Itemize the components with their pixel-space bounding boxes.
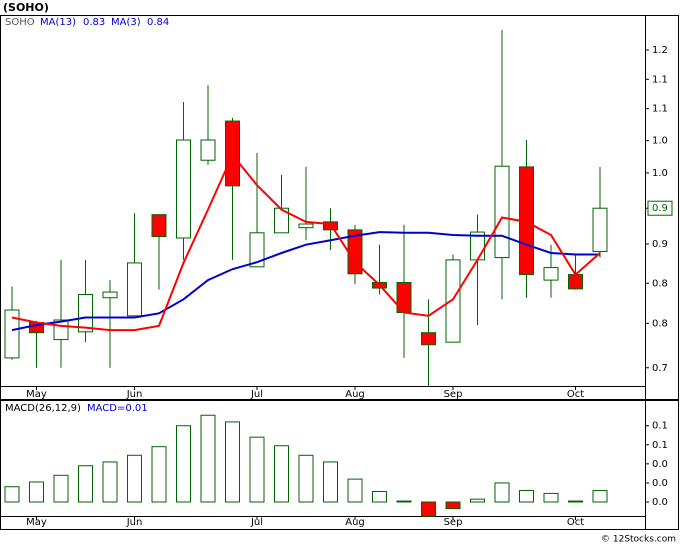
candle-body — [127, 262, 142, 317]
macd-bar — [200, 414, 216, 503]
x-tick-label: Oct — [567, 389, 584, 400]
macd-bar — [470, 498, 485, 503]
x-tick-label: Sep — [444, 389, 463, 400]
ma-line — [11, 153, 601, 332]
macd-bar — [29, 481, 44, 503]
last-price-label: 0.9 — [652, 203, 668, 214]
x-tick-label: Oct — [567, 517, 584, 528]
candle-body — [176, 139, 191, 239]
candle-body — [274, 207, 289, 234]
y-tick-label: 1.0 — [652, 136, 668, 147]
macd-bar — [53, 474, 69, 503]
macd-bar — [519, 490, 534, 503]
x-tick-label: Jul — [250, 517, 263, 528]
legend-ma3-value: 0.84 — [147, 17, 169, 28]
candle-body — [102, 291, 118, 299]
ma-line — [11, 231, 600, 332]
macd-bar — [568, 500, 583, 503]
footer: © 12Stocks.com — [601, 535, 676, 545]
y-tick-label: 1.0 — [652, 168, 668, 179]
macd-bar — [102, 461, 118, 503]
macd-bar — [274, 445, 289, 503]
x-tick-label: Sep — [444, 517, 463, 528]
y-tick-label: 0.1 — [652, 421, 668, 432]
candle-body — [78, 293, 93, 333]
candle-body — [445, 259, 461, 343]
candle-body — [200, 139, 216, 161]
y-tick-label: 0.7 — [652, 363, 668, 374]
macd-bar — [249, 436, 265, 503]
legend-ma13: MA(13) — [40, 17, 76, 28]
candle-body — [298, 223, 314, 229]
macd-bar — [78, 465, 93, 503]
macd-bar — [323, 461, 338, 503]
x-tick-label: Aug — [345, 389, 365, 400]
x-tick-label: Jun — [126, 389, 143, 400]
macd-panel-frame — [0, 400, 679, 530]
macd-bar — [372, 491, 387, 503]
y-tick-label: 0.8 — [652, 318, 668, 329]
chart-title: (SOHO) — [3, 1, 49, 14]
y-tick-label: 0.0 — [652, 497, 668, 508]
macd-legend-value: MACD=0.01 — [87, 403, 148, 414]
macd-bar — [543, 492, 559, 503]
x-tick-label: Jul — [250, 389, 263, 400]
macd-legend: MACD(26,12,9) — [5, 403, 81, 414]
legend-ma13-value: 0.83 — [83, 17, 105, 28]
macd-bar — [445, 501, 461, 510]
y-tick-label: 0.0 — [652, 478, 668, 489]
candle-body — [151, 214, 167, 238]
x-tick-label: May — [26, 517, 47, 528]
y-tick-label: 1.1 — [652, 104, 668, 115]
last-price-box — [647, 200, 673, 216]
macd-bar — [396, 500, 412, 503]
macd-bar — [347, 478, 363, 503]
y-tick-label: 0.0 — [652, 459, 668, 470]
legend-ticker: SOHO — [5, 17, 35, 28]
y-tick-label: 1.1 — [652, 74, 668, 85]
macd-bar — [151, 446, 167, 503]
macd-bar — [176, 425, 191, 503]
x-tick-label: Jun — [126, 517, 143, 528]
candle-body — [4, 309, 20, 359]
x-tick-label: Aug — [345, 517, 365, 528]
candle-body — [421, 332, 436, 346]
macd-bar — [225, 421, 240, 503]
candle-body — [592, 207, 608, 252]
candle-body — [568, 274, 583, 290]
macd-bar — [592, 490, 608, 503]
x-tick-label: May — [26, 389, 47, 400]
y-tick-label: 0.8 — [652, 278, 668, 289]
price-panel-frame — [0, 15, 679, 400]
y-tick-label: 0.9 — [652, 239, 668, 250]
macd-bar — [421, 501, 436, 517]
y-tick-label: 1.2 — [652, 45, 668, 56]
macd-bar — [298, 454, 314, 503]
y-tick-label: 0.1 — [652, 440, 668, 451]
candle-body — [249, 232, 265, 268]
macd-bar — [4, 486, 20, 503]
candle-body — [494, 165, 510, 259]
macd-bar — [127, 454, 142, 503]
macd-bar — [494, 482, 510, 503]
legend-ma3: MA(3) — [111, 17, 141, 28]
candle-body — [543, 267, 559, 281]
